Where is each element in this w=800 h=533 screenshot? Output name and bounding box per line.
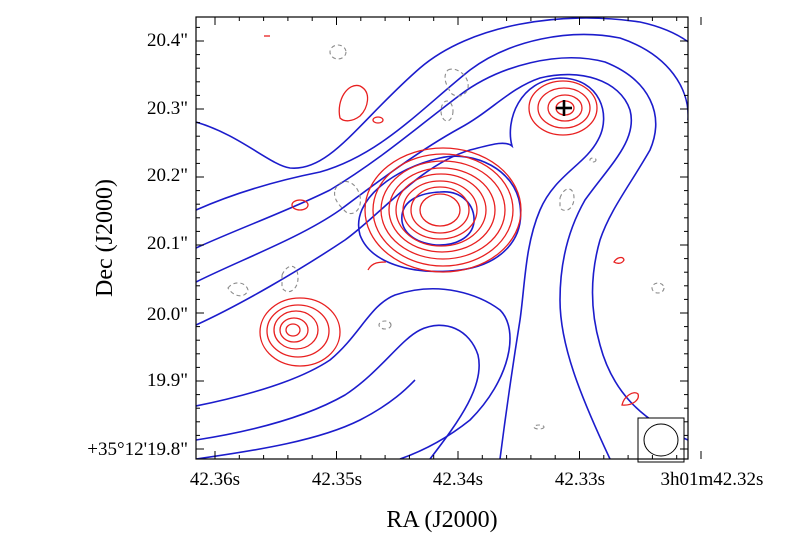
red-contour-main [410,186,470,234]
blue-contour [196,17,688,169]
negative-contour [651,282,665,294]
red-contour-north [528,80,598,136]
blue-contour [196,77,605,459]
x-tick-label: 42.34s [433,469,483,490]
y-tick-label: +35°12'19.8" [87,439,188,460]
negative-contour [378,320,392,330]
plot-frame [195,16,689,460]
red-contour-south [273,310,319,350]
red-contour-main [402,180,478,240]
x-tick-label: 42.36s [190,469,240,490]
y-axis-title: Dec (J2000) [92,179,118,297]
negative-contour [281,265,299,293]
red-contour-south [266,304,330,358]
negative-contour [440,100,454,122]
y-tick-label: 20.4" [147,30,188,51]
x-tick-label: 3h01m42.32s [661,469,764,490]
red-contour-north [537,87,591,129]
blue-contour [196,379,416,459]
blue-contour [196,288,511,459]
y-tick-label: 20.2" [147,165,188,186]
blue-contour [196,57,688,441]
red-contour-main [380,160,506,260]
red-contour-blob [621,392,639,406]
red-contour-north [547,94,583,122]
red-contour-blob [291,199,309,211]
red-contour-main [388,167,496,253]
x-tick-labels: 42.36s 42.35s 42.34s 42.33s 3h01m42.32s [190,469,764,490]
red-contour-main [372,153,514,267]
blue-contours [196,17,688,459]
red-contour-south [279,317,309,343]
negative-contours [227,44,665,430]
y-tick-label: 20.0" [147,304,188,325]
red-contour-south [259,297,341,367]
y-tick-label: 20.1" [147,233,188,254]
blue-contour [196,33,688,211]
beam-inset [637,417,685,463]
position-marker [556,100,572,116]
blue-contour [196,324,480,459]
blue-contour [196,73,633,459]
negative-contour [559,188,575,211]
red-contour-blob [372,116,384,124]
y-tick-label: 20.3" [147,98,188,119]
red-contour-main [395,173,487,247]
negative-contour [334,180,361,214]
red-contours [259,35,639,406]
blue-contour [401,191,475,246]
beam-ellipse [643,423,679,457]
red-contour-main [419,193,461,227]
negative-contour [533,424,545,430]
x-axis-title: RA (J2000) [386,507,497,533]
x-tick-label: 42.35s [312,469,362,490]
red-contour-blob [613,256,625,264]
red-contour-tail [367,261,387,271]
y-tick-labels: +35°12'19.8" 19.9" 20.0" 20.1" 20.2" 20.… [87,30,188,460]
red-contour-blob [338,84,369,122]
negative-contour [444,68,469,97]
red-contour-south [285,323,301,337]
y-tick-label: 19.9" [147,370,188,391]
negative-contour [589,157,597,163]
tick-marks [196,17,702,459]
negative-contour [329,44,347,60]
red-contour-main [364,147,522,273]
x-tick-label: 42.33s [555,469,605,490]
contour-layer [196,17,688,459]
negative-contour [227,282,249,297]
